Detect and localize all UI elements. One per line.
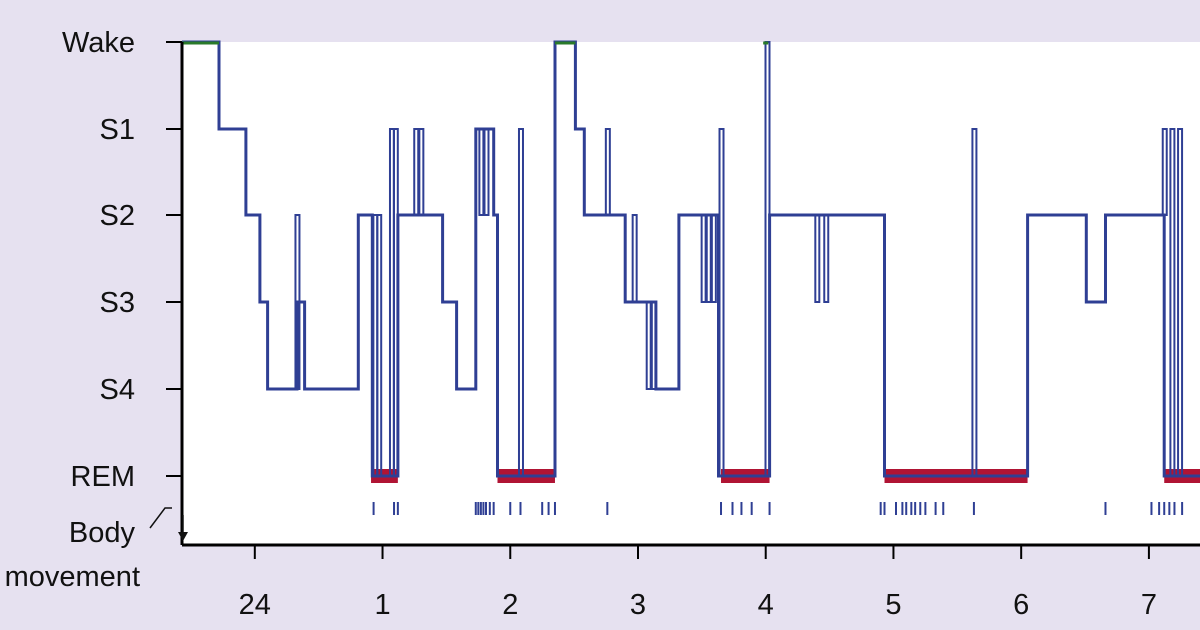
x-tick-label: 7 xyxy=(1141,589,1157,621)
arousal-spike xyxy=(294,214,301,390)
arousal-spike xyxy=(645,301,652,390)
arousal-spike xyxy=(705,214,712,303)
x-tick-label: 24 xyxy=(239,589,271,621)
y-tick-label: S3 xyxy=(100,287,135,319)
arousal-spike xyxy=(718,128,725,477)
arousal-spike xyxy=(1169,128,1176,477)
arousal-spike xyxy=(631,214,638,303)
y-tick-label: S4 xyxy=(100,374,135,406)
arousal-spike xyxy=(478,128,485,216)
x-tick-label: 2 xyxy=(502,589,518,621)
arousal-spike xyxy=(413,128,420,216)
body-movement-arrow-head xyxy=(178,532,188,541)
arousal-spike xyxy=(1161,128,1168,216)
arousal-spike xyxy=(650,301,657,390)
y-tick-label: S2 xyxy=(100,200,135,232)
arousal-spike xyxy=(392,128,399,477)
y-tick-label: S1 xyxy=(100,114,135,146)
y-tick-label: Wake xyxy=(62,27,135,59)
x-tick-label: 5 xyxy=(885,589,901,621)
body-movement-pointer xyxy=(149,507,172,529)
arousal-spike xyxy=(604,128,611,216)
x-tick-label: 4 xyxy=(758,589,774,621)
stage-line xyxy=(182,40,1200,478)
arousal-spike xyxy=(418,128,425,216)
arousal-spike xyxy=(483,128,490,216)
arousal-spike xyxy=(700,214,707,303)
x-tick-label: 3 xyxy=(630,589,646,621)
body-movement-label: movement xyxy=(5,561,140,593)
arousal-spike xyxy=(971,128,978,477)
x-tick-label: 1 xyxy=(374,589,390,621)
body-movement-label: Body xyxy=(69,517,136,549)
arousal-spike xyxy=(1177,128,1184,477)
arousal-spike xyxy=(814,214,821,303)
arousal-spike xyxy=(517,128,524,477)
x-tick-label: 6 xyxy=(1013,589,1029,621)
y-tick-label: REM xyxy=(71,461,135,493)
arousal-spike xyxy=(376,214,383,477)
arousal-spike xyxy=(823,214,830,303)
plot-area xyxy=(182,42,1200,545)
arousal-spike xyxy=(710,214,717,303)
